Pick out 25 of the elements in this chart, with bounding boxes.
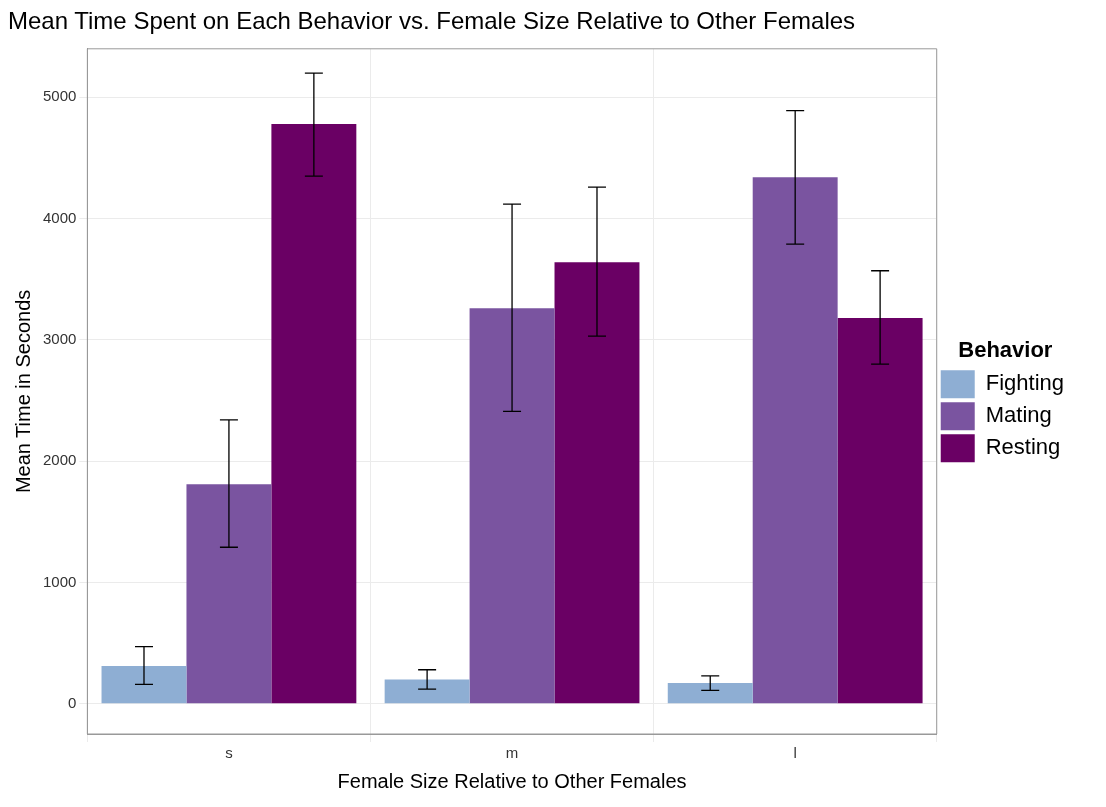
x-tick-label: s	[225, 744, 233, 762]
x-tick-label: l	[793, 744, 797, 762]
y-tick-label: 2000	[42, 451, 77, 469]
chart-title: Mean Time Spent on Each Behavior vs. Female Size Relative to Other Females	[8, 7, 856, 35]
bar	[752, 177, 838, 704]
x-axis-title: Female Size Relative to Other Females	[337, 769, 687, 792]
legend-title: Behavior	[958, 336, 1053, 362]
bar	[837, 318, 923, 704]
legend-label: Resting	[985, 434, 1061, 460]
legend-label: Mating	[985, 402, 1052, 428]
bar	[469, 308, 555, 704]
y-axis-title: Mean Time in Seconds	[11, 289, 34, 494]
bar	[384, 679, 470, 704]
x-tick-label: m	[505, 744, 519, 762]
bar	[554, 262, 640, 704]
y-tick-label: 1000	[42, 572, 77, 590]
y-tick-label: 3000	[42, 330, 77, 347]
y-tick-label: 0	[68, 693, 77, 711]
bar	[101, 666, 187, 704]
legend-label: Fighting	[985, 370, 1065, 396]
bar	[667, 683, 753, 704]
y-tick-label: 4000	[42, 208, 77, 226]
bar	[271, 123, 357, 704]
y-tick-label: 5000	[42, 87, 77, 105]
bar	[186, 484, 272, 704]
